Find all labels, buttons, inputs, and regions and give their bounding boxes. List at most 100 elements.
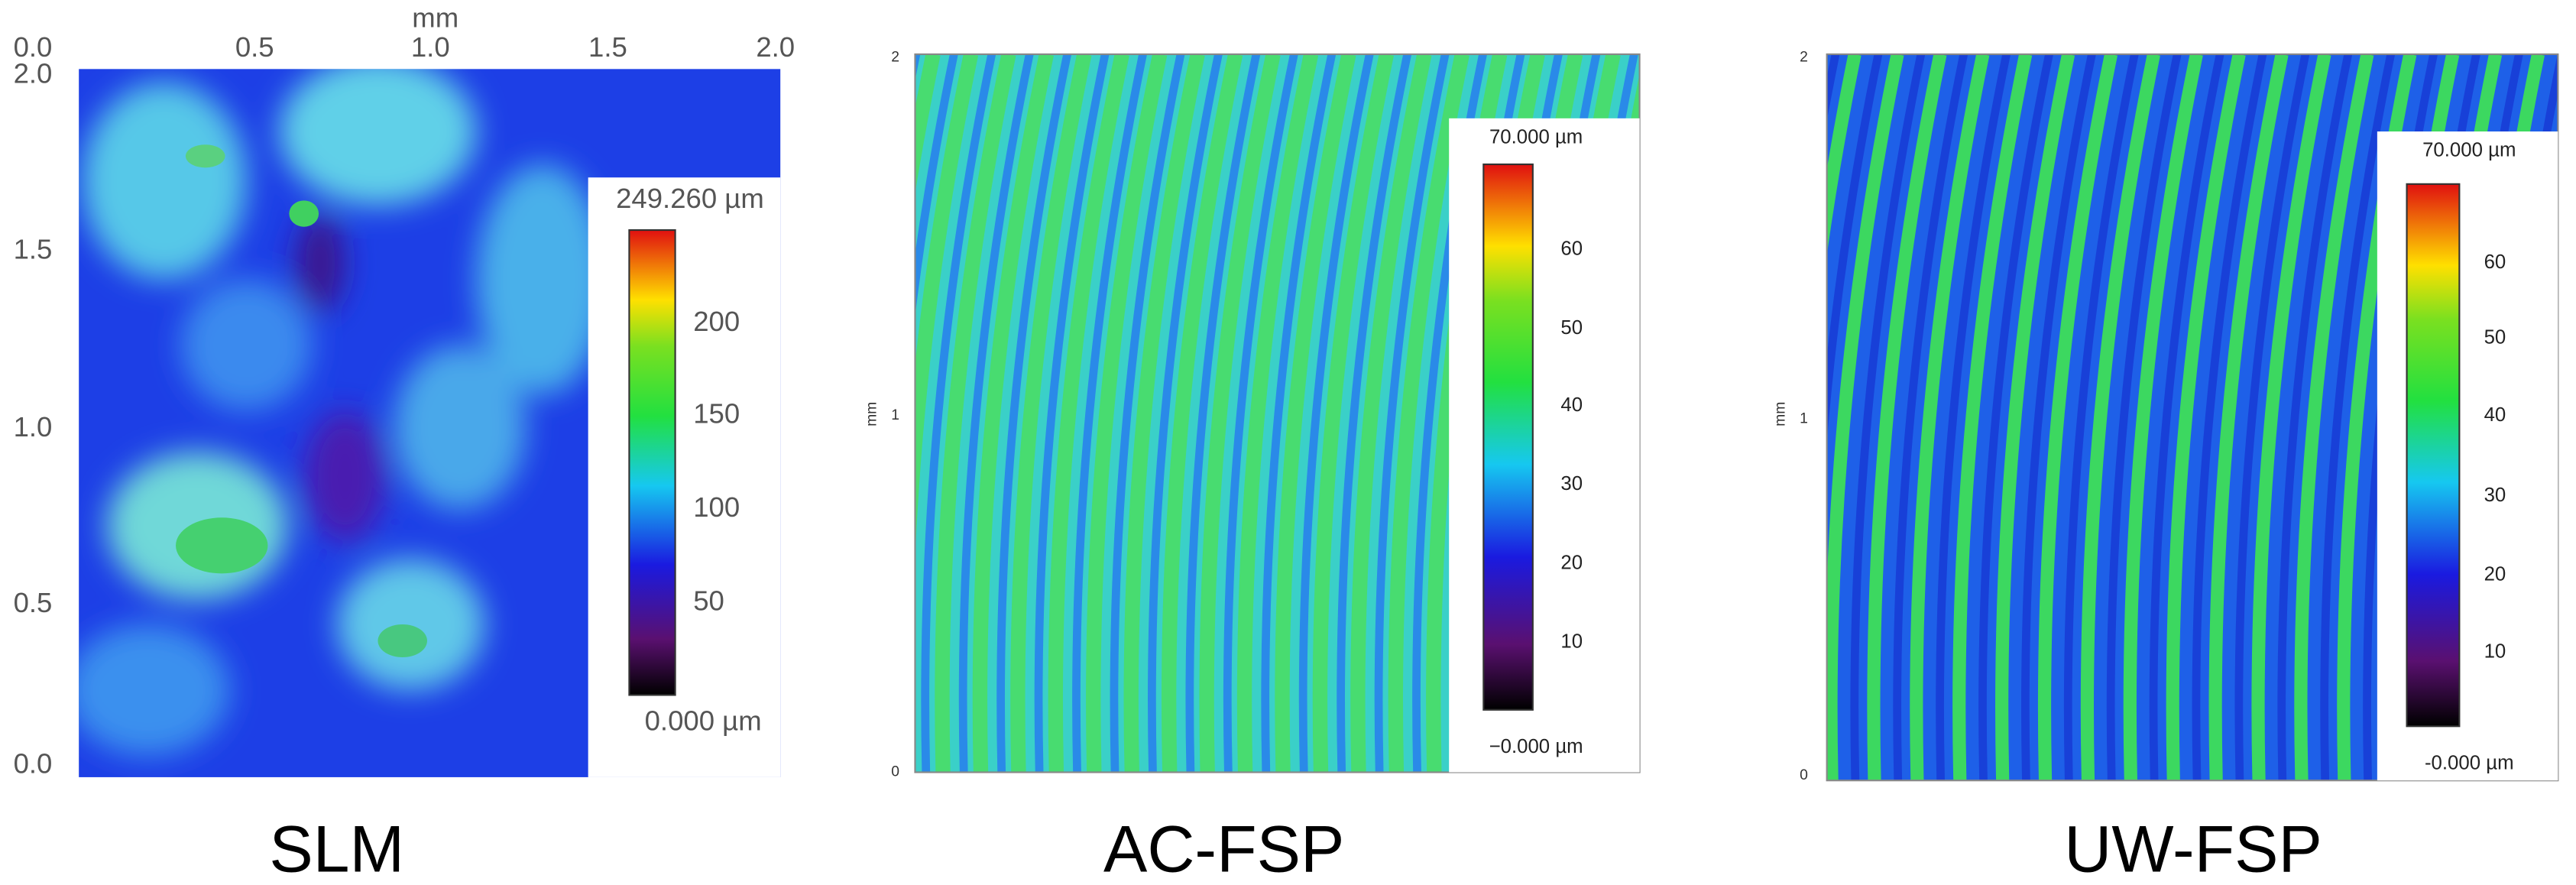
stripe (915, 53, 979, 558)
colorbar-tick: 150 (693, 398, 740, 430)
stripe (915, 53, 921, 81)
stripe (1034, 53, 1110, 773)
stripe (2192, 53, 2267, 781)
axis-unit: mm (864, 402, 880, 426)
stripe (1910, 53, 1990, 781)
stripe (1995, 53, 2075, 781)
stripe (2208, 53, 2289, 781)
stripe (1660, 54, 1726, 772)
stripe (791, 54, 857, 772)
stripe (972, 53, 1054, 773)
colorbar-tick: 20 (2484, 563, 2506, 585)
stripe (935, 53, 1016, 773)
colorbar-max: 249.260 µm (616, 183, 764, 214)
x-tick-label: 0.0 (14, 31, 53, 63)
stripe (1337, 53, 1411, 773)
colorbar-box (588, 177, 781, 777)
colorbar-tick: 50 (693, 585, 724, 617)
stripe (829, 54, 896, 772)
colorbar-tick: 30 (2484, 485, 2506, 506)
stripe (2320, 53, 2395, 781)
x-tick-label: 2.0 (756, 31, 795, 63)
colorbar-tick: 50 (2484, 327, 2506, 348)
stripe (1735, 54, 1802, 772)
x-tick-label: 0.5 (235, 31, 274, 63)
stripe (1703, 54, 1769, 780)
stripe (2037, 53, 2118, 781)
y-tick-label: 2 (891, 48, 899, 65)
y-tick-label: 1.5 (14, 234, 53, 265)
axis-unit: mm (412, 2, 458, 33)
stripe (1893, 53, 1968, 781)
height-texture (79, 69, 608, 756)
stripe (2063, 53, 2139, 781)
stripe (2020, 53, 2096, 781)
stripe (1110, 53, 1185, 773)
caption: SLM (269, 813, 404, 885)
colorbar-box (2377, 131, 2558, 781)
colorbar (1482, 163, 1534, 711)
stripe (1312, 53, 1394, 773)
stripe (1681, 54, 1748, 772)
y-tick-label: 2.0 (14, 58, 53, 89)
height-spots (176, 144, 427, 657)
stripe (915, 53, 958, 316)
stripe (2123, 53, 2203, 781)
colorbar-tick: 10 (1560, 631, 1583, 652)
x-tick-label: 1.5 (588, 31, 627, 63)
ac-fsp-panel: 2 1 0 mm 70.000 µm 60 50 40 30 20 10 −0.… (791, 48, 1823, 885)
stripe (1952, 53, 2033, 781)
slm-panel: mm 0.0 0.5 1.0 1.5 2.0 2.0 1.5 1.0 0.5 0… (14, 2, 795, 885)
colorbar-tick: 10 (2484, 640, 2506, 662)
stripe (1826, 53, 1883, 443)
stripe (1275, 53, 1356, 773)
stripe (2166, 53, 2246, 781)
stripe (1757, 54, 1823, 772)
y-tick-label: 2 (1800, 48, 1808, 65)
colorbar-max: 70.000 µm (1489, 126, 1583, 148)
stripe (921, 53, 996, 773)
colorbar-tick: 60 (1560, 238, 1583, 260)
stripe (2294, 53, 2374, 781)
stripe (1236, 53, 1319, 773)
stripe (1123, 53, 1205, 773)
colorbar-tick: 30 (1560, 473, 1583, 494)
stripe (996, 53, 1071, 773)
colorbar (2406, 183, 2461, 728)
colorbar-tick: 50 (1560, 317, 1583, 339)
colorbar-min: −0.000 µm (1489, 736, 1583, 757)
stripe (1867, 53, 1947, 781)
stripe (2234, 53, 2310, 781)
stripe (1638, 641, 1640, 760)
stripe (1261, 53, 1337, 773)
axis-unit: mm (1772, 402, 1789, 426)
stripe (1199, 53, 1281, 773)
y-tick-label: 0 (1800, 767, 1808, 783)
y-tick-label: 0.0 (14, 748, 53, 780)
stripe (2550, 490, 2558, 781)
y-tick-label: 0.5 (14, 587, 53, 618)
stripe (1388, 53, 1469, 773)
stripe (1086, 53, 1168, 773)
stripe (1223, 53, 1298, 773)
stripe (1978, 53, 2053, 781)
stripe (2149, 53, 2224, 781)
stripe (1072, 53, 1147, 773)
colorbar (628, 229, 676, 696)
stripe (1185, 53, 1261, 773)
stripe (1374, 53, 1450, 773)
stripe (1161, 53, 1243, 773)
colorbar-min: 0.000 µm (645, 705, 762, 737)
stripe (1298, 53, 1374, 773)
colorbar-tick: 200 (693, 306, 740, 337)
stripe (1826, 53, 1904, 781)
stripe (2106, 53, 2182, 781)
stripe (1048, 53, 1129, 773)
colorbar-tick: 60 (2484, 251, 2506, 273)
stripe (2080, 53, 2160, 781)
y-tick-label: 1.0 (14, 411, 53, 443)
caption: AC-FSP (1103, 813, 1344, 885)
stripe (2277, 53, 2353, 781)
y-tick-label: 1 (891, 407, 899, 423)
